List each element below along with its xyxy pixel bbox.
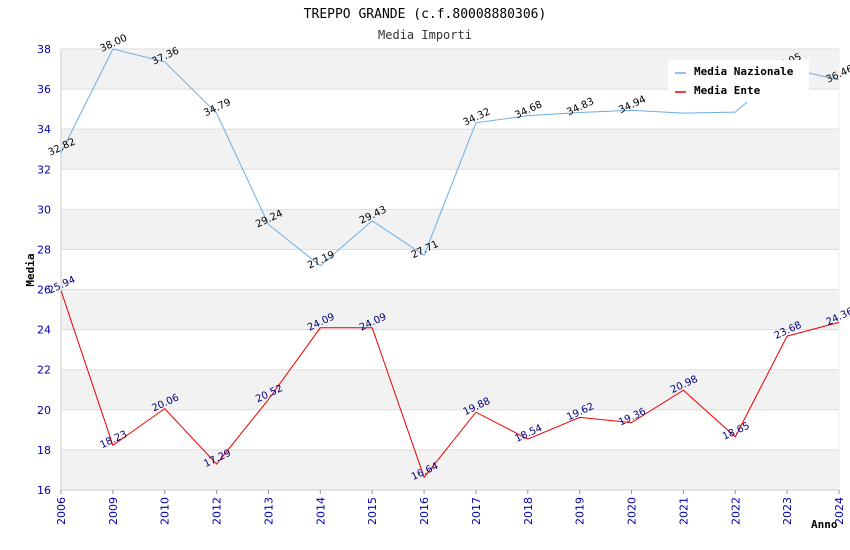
chart-title: TREPPO GRANDE (c.f.80008880306) xyxy=(304,7,547,22)
y-tick-label: 36 xyxy=(37,83,51,96)
grid-band xyxy=(61,289,839,330)
y-axis-ticks: 16 18 20 22 24 26 28 30 32 34 36 38 xyxy=(37,43,51,497)
x-tick-label: 2022 xyxy=(729,497,742,525)
data-label: 34.94 xyxy=(617,94,648,116)
y-tick-label: 16 xyxy=(37,484,51,497)
data-label: 34.68 xyxy=(513,99,544,121)
y-tick-label: 38 xyxy=(37,43,51,56)
x-tick-label: 2021 xyxy=(677,497,690,525)
y-tick-label: 18 xyxy=(37,444,51,457)
grid-band xyxy=(61,369,839,410)
data-label: 34.83 xyxy=(565,96,596,118)
y-tick-label: 20 xyxy=(37,404,51,417)
x-tick-label: 2020 xyxy=(626,497,639,525)
y-tick-label: 30 xyxy=(37,203,51,216)
x-tick-label: 2014 xyxy=(314,497,327,525)
grid-band xyxy=(61,449,839,490)
series-lines xyxy=(60,48,840,479)
y-axis-label: Media xyxy=(24,253,37,286)
x-tick-label: 2015 xyxy=(366,497,379,525)
x-tick-label: 2006 xyxy=(55,497,68,525)
x-tick-label: 2016 xyxy=(418,497,431,525)
data-label: 18.65 xyxy=(721,421,752,443)
y-tick-label: 26 xyxy=(37,284,51,297)
y-tick-label: 28 xyxy=(37,243,51,256)
y-tick-label: 34 xyxy=(37,123,51,136)
x-tick-label: 2018 xyxy=(522,497,535,525)
grid-band xyxy=(61,209,839,250)
gridlines xyxy=(60,48,840,491)
x-tick-label: 2010 xyxy=(159,497,172,525)
series-line-ente xyxy=(60,290,840,479)
x-axis-ticks: 2006 2009 2010 2012 2013 2014 2015 2016 2017 2018… xyxy=(55,490,846,525)
grid-band xyxy=(61,129,839,170)
x-axis-label: Anno xyxy=(811,518,838,531)
x-tick-label: 2017 xyxy=(470,497,483,525)
data-label: 34.32 xyxy=(462,106,493,128)
chart-subtitle: Media Importi xyxy=(378,28,472,42)
series-line-nazionale xyxy=(60,48,840,267)
grid-bands xyxy=(61,49,839,490)
x-tick-label: 2009 xyxy=(107,497,120,525)
legend-label-ente: Media Ente xyxy=(694,84,761,97)
x-tick-label: 2019 xyxy=(574,497,587,525)
x-tick-label: 2013 xyxy=(262,497,275,525)
data-label: 18.23 xyxy=(99,429,130,451)
legend: Media Nazionale Media Ente xyxy=(668,60,809,102)
x-tick-label: 2012 xyxy=(211,497,224,525)
data-label: 27.19 xyxy=(306,249,337,271)
legend-label-nazionale: Media Nazionale xyxy=(694,65,794,78)
x-tick-label: 2023 xyxy=(781,497,794,525)
y-tick-label: 24 xyxy=(37,324,51,337)
y-tick-label: 32 xyxy=(37,163,51,176)
y-tick-label: 22 xyxy=(37,364,51,377)
legend-box xyxy=(668,60,809,102)
data-label: 18.54 xyxy=(513,423,544,445)
x-tick-label: 2024 xyxy=(833,497,846,525)
